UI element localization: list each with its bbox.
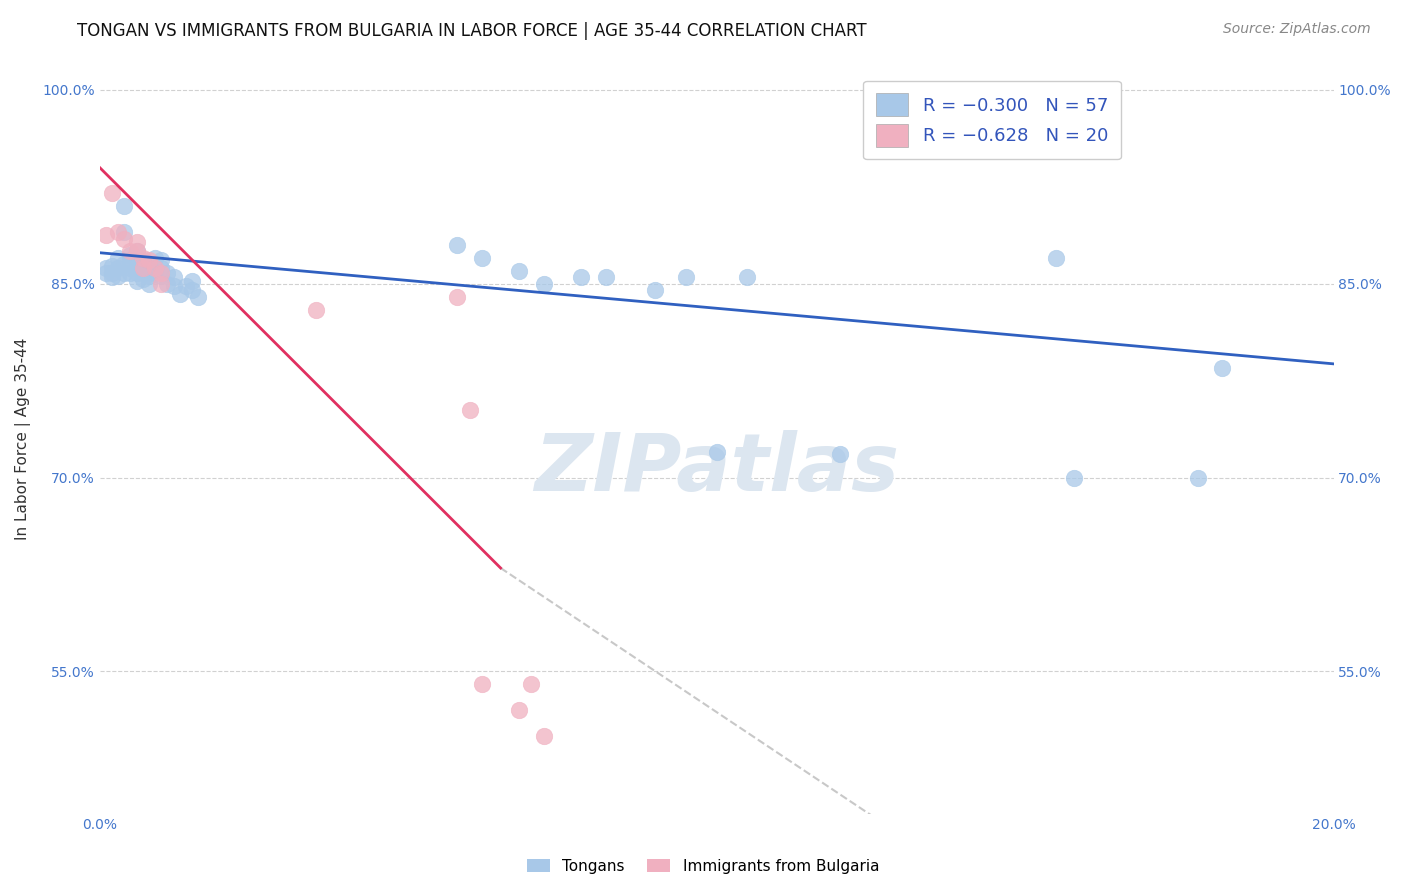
Point xyxy=(569,270,592,285)
Point xyxy=(150,277,173,291)
Point xyxy=(107,225,129,239)
Point xyxy=(125,266,148,280)
Point xyxy=(150,261,173,276)
Point xyxy=(143,266,166,280)
Point xyxy=(533,729,555,743)
Point xyxy=(125,274,148,288)
Point xyxy=(150,266,173,280)
Point xyxy=(120,266,142,280)
Point xyxy=(675,270,697,285)
Point xyxy=(107,251,129,265)
Text: TONGAN VS IMMIGRANTS FROM BULGARIA IN LABOR FORCE | AGE 35-44 CORRELATION CHART: TONGAN VS IMMIGRANTS FROM BULGARIA IN LA… xyxy=(77,22,868,40)
Point xyxy=(595,270,617,285)
Point xyxy=(520,677,543,691)
Point xyxy=(125,244,148,259)
Point xyxy=(446,238,468,252)
Point xyxy=(125,253,148,268)
Point xyxy=(458,403,481,417)
Text: ZIPatlas: ZIPatlas xyxy=(534,430,898,508)
Legend: R = −0.300   N = 57, R = −0.628   N = 20: R = −0.300 N = 57, R = −0.628 N = 20 xyxy=(863,80,1121,160)
Point xyxy=(132,251,155,265)
Point xyxy=(304,302,326,317)
Point xyxy=(508,264,530,278)
Point xyxy=(156,277,179,291)
Point xyxy=(94,266,117,280)
Point xyxy=(1211,360,1233,375)
Point xyxy=(94,261,117,276)
Legend: Tongans, Immigrants from Bulgaria: Tongans, Immigrants from Bulgaria xyxy=(520,853,886,880)
Point xyxy=(120,253,142,268)
Point xyxy=(120,248,142,262)
Point xyxy=(156,266,179,280)
Point xyxy=(181,274,204,288)
Point xyxy=(471,677,494,691)
Point xyxy=(101,186,124,201)
Point xyxy=(471,251,494,265)
Point xyxy=(162,279,184,293)
Point xyxy=(112,225,135,239)
Point xyxy=(187,290,209,304)
Point xyxy=(828,447,851,461)
Point xyxy=(706,444,728,458)
Point xyxy=(174,279,197,293)
Point xyxy=(132,253,155,268)
Point xyxy=(120,261,142,276)
Point xyxy=(120,244,142,259)
Point xyxy=(112,266,135,280)
Point xyxy=(1063,470,1085,484)
Y-axis label: In Labor Force | Age 35-44: In Labor Force | Age 35-44 xyxy=(15,337,31,540)
Point xyxy=(150,253,173,268)
Point xyxy=(533,277,555,291)
Point xyxy=(132,261,155,276)
Point xyxy=(508,703,530,717)
Point xyxy=(644,283,666,297)
Point xyxy=(132,266,155,280)
Point xyxy=(138,277,160,291)
Point xyxy=(125,244,148,259)
Point xyxy=(101,270,124,285)
Point xyxy=(446,290,468,304)
Point xyxy=(125,261,148,276)
Point xyxy=(101,259,124,273)
Point xyxy=(112,231,135,245)
Point xyxy=(1187,470,1209,484)
Point xyxy=(112,199,135,213)
Point xyxy=(94,227,117,242)
Point xyxy=(125,235,148,250)
Text: Source: ZipAtlas.com: Source: ZipAtlas.com xyxy=(1223,22,1371,37)
Point xyxy=(132,261,155,276)
Point xyxy=(138,268,160,283)
Point xyxy=(169,287,191,301)
Point xyxy=(132,271,155,285)
Point xyxy=(138,261,160,276)
Point xyxy=(101,266,124,280)
Point xyxy=(1045,251,1067,265)
Point xyxy=(107,261,129,276)
Point xyxy=(737,270,759,285)
Point xyxy=(138,253,160,268)
Point xyxy=(150,268,173,283)
Point xyxy=(107,268,129,283)
Point xyxy=(162,270,184,285)
Point xyxy=(181,283,204,297)
Point xyxy=(143,261,166,276)
Point xyxy=(112,257,135,271)
Point xyxy=(143,251,166,265)
